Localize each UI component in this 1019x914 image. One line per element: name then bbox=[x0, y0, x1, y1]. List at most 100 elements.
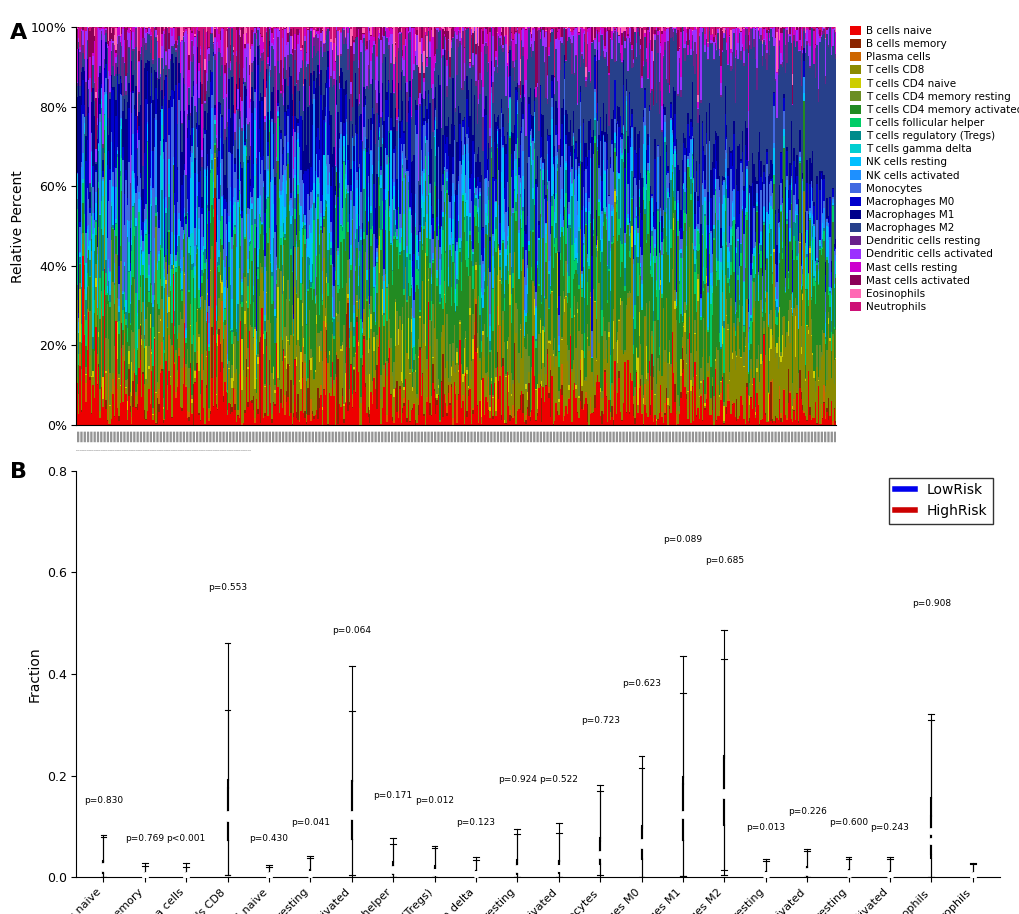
Bar bbox=[347, 144, 348, 160]
Bar bbox=[302, 48, 303, 59]
Bar bbox=[706, 286, 708, 292]
Bar bbox=[412, 408, 413, 410]
Bar bbox=[190, 60, 191, 112]
Bar bbox=[690, 141, 691, 177]
Bar bbox=[690, 353, 691, 380]
Bar bbox=[656, 211, 658, 320]
Bar bbox=[698, 33, 699, 36]
Bar bbox=[588, 72, 589, 121]
Bar bbox=[572, 145, 574, 180]
Bar bbox=[112, 186, 114, 225]
Bar bbox=[627, 225, 628, 293]
Bar bbox=[236, 27, 238, 89]
Bar bbox=[734, 336, 736, 351]
Bar bbox=[536, 83, 538, 87]
Bar bbox=[760, 41, 761, 161]
Bar bbox=[504, 44, 506, 96]
Bar bbox=[685, 27, 687, 28]
Bar bbox=[757, 292, 758, 301]
Bar bbox=[688, 177, 690, 228]
Bar bbox=[634, 32, 635, 126]
Bar bbox=[574, 27, 575, 29]
Bar bbox=[377, 174, 379, 176]
Bar bbox=[81, 234, 83, 287]
Bar bbox=[751, 28, 752, 29]
Bar bbox=[556, 155, 557, 158]
Bar bbox=[485, 205, 486, 213]
Bar bbox=[104, 154, 105, 227]
Bar bbox=[510, 252, 511, 275]
Bar bbox=[360, 358, 362, 398]
Bar bbox=[246, 124, 247, 139]
Bar bbox=[602, 340, 603, 414]
Bar bbox=[363, 309, 365, 313]
Bar bbox=[796, 260, 797, 304]
Bar bbox=[635, 28, 637, 43]
Bar bbox=[111, 206, 112, 227]
Bar bbox=[698, 233, 699, 244]
Bar bbox=[344, 364, 345, 373]
Bar bbox=[401, 101, 403, 120]
Bar bbox=[138, 112, 140, 126]
Bar bbox=[800, 232, 801, 263]
Bar bbox=[194, 275, 196, 298]
Bar bbox=[711, 35, 712, 40]
Bar bbox=[222, 311, 224, 322]
Bar bbox=[607, 240, 609, 270]
Bar bbox=[476, 28, 478, 43]
Bar bbox=[719, 95, 721, 97]
Bar bbox=[215, 242, 217, 305]
Bar bbox=[317, 197, 319, 219]
Bar bbox=[575, 56, 577, 142]
Bar bbox=[355, 125, 356, 133]
Bar bbox=[526, 60, 528, 163]
Bar bbox=[727, 175, 729, 198]
Bar bbox=[571, 74, 572, 145]
Bar bbox=[758, 388, 760, 424]
Bar bbox=[221, 159, 222, 197]
Bar bbox=[246, 301, 247, 303]
Bar bbox=[284, 79, 285, 112]
Bar bbox=[101, 40, 102, 84]
Bar bbox=[466, 200, 468, 217]
Bar bbox=[796, 205, 797, 214]
Bar bbox=[761, 309, 762, 311]
Bar bbox=[289, 76, 291, 193]
Bar bbox=[578, 289, 579, 332]
Bar bbox=[641, 375, 642, 386]
Bar bbox=[133, 48, 136, 49]
Bar bbox=[394, 57, 395, 62]
Bar bbox=[807, 326, 808, 330]
Bar bbox=[782, 198, 783, 203]
Bar bbox=[94, 116, 95, 213]
Bar bbox=[224, 199, 225, 209]
Bar bbox=[475, 265, 476, 270]
Bar bbox=[249, 280, 250, 331]
Bar bbox=[330, 76, 331, 78]
Bar bbox=[674, 385, 676, 402]
Bar bbox=[350, 265, 352, 271]
Bar bbox=[562, 236, 564, 276]
Bar bbox=[115, 168, 116, 187]
Bar bbox=[451, 38, 453, 78]
Bar bbox=[699, 381, 701, 383]
Bar bbox=[401, 383, 403, 408]
Bar bbox=[84, 214, 85, 264]
Bar bbox=[420, 94, 422, 103]
Bar bbox=[253, 187, 254, 260]
Bar bbox=[465, 175, 466, 193]
Bar bbox=[425, 121, 426, 136]
Bar bbox=[733, 189, 734, 217]
Bar bbox=[384, 200, 386, 210]
Bar bbox=[500, 182, 501, 278]
Bar bbox=[193, 54, 194, 56]
Bar bbox=[478, 147, 479, 177]
Bar bbox=[620, 240, 621, 277]
Bar bbox=[698, 397, 699, 419]
Bar bbox=[723, 211, 726, 275]
Bar bbox=[476, 210, 478, 212]
Bar bbox=[87, 232, 88, 258]
Bar bbox=[154, 147, 155, 239]
Bar bbox=[167, 385, 168, 389]
Bar bbox=[94, 213, 95, 220]
